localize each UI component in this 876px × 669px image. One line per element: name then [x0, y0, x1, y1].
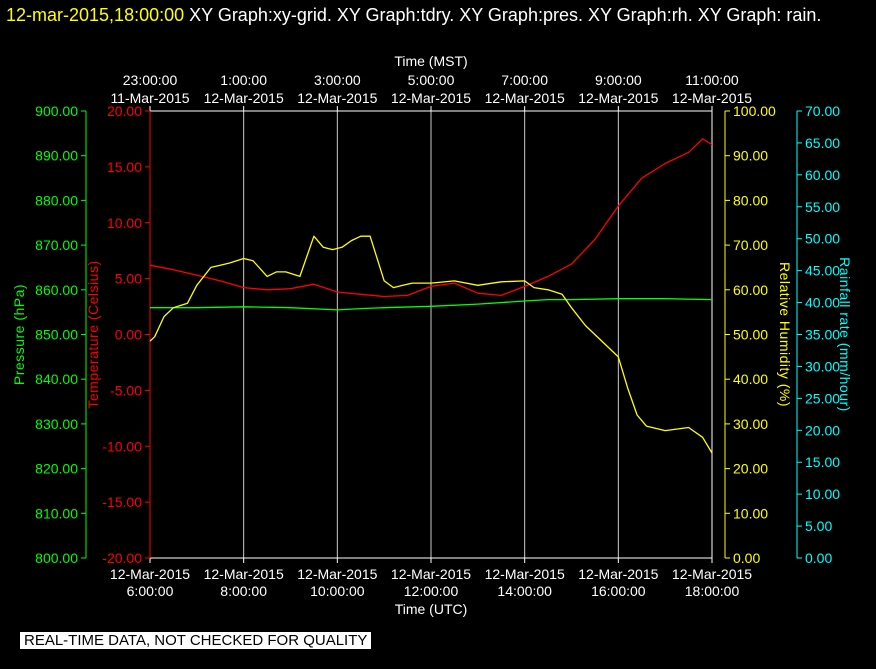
temperature-tick-label: 15.00: [107, 159, 142, 175]
grid-layer: [243, 111, 619, 558]
rainfall-tick-label: 25.00: [805, 390, 840, 406]
x-top-tick-time: 7:00:00: [501, 72, 548, 88]
x-bottom-tick-time: 16:00:00: [591, 583, 646, 599]
x-bottom-tick-time: 18:00:00: [685, 583, 740, 599]
pressure-tick-label: 820.00: [35, 461, 78, 477]
pressure-tick-label: 830.00: [35, 416, 78, 432]
graph-list: XY Graph:xy-grid. XY Graph:tdry. XY Grap…: [184, 5, 822, 25]
pressure-series-line: [150, 298, 713, 311]
temperature-axis-label: Temperature (Celsius): [85, 260, 101, 408]
x-top-tick-date: 12-Mar-2015: [485, 90, 565, 106]
pressure-tick-label: 880.00: [35, 192, 78, 208]
pressure-tick-label: 850.00: [35, 327, 78, 343]
x-bottom-tick-date: 12-Mar-2015: [204, 566, 284, 582]
x-top-tick-date: 12-Mar-2015: [204, 90, 284, 106]
rainfall-tick-label: 35.00: [805, 327, 840, 343]
temperature-tick-label: -20.00: [102, 550, 142, 566]
x-top-tick-date: 12-Mar-2015: [672, 90, 752, 106]
temperature-tick-label: 10.00: [107, 215, 142, 231]
x-top-tick-date: 12-Mar-2015: [297, 90, 377, 106]
pressure-tick-label: 900.00: [35, 103, 78, 119]
humidity-tick-label: 70.00: [733, 237, 768, 253]
x-top-tick-time: 23:00:00: [123, 72, 178, 88]
humidity-tick-label: 80.00: [733, 192, 768, 208]
pressure-tick-label: 810.00: [35, 505, 78, 521]
rainfall-tick-label: 55.00: [805, 199, 840, 215]
x-top-tick-date: 12-Mar-2015: [578, 90, 658, 106]
x-bottom-tick-date: 12-Mar-2015: [391, 566, 471, 582]
x-bottom-tick-time: 8:00:00: [220, 583, 267, 599]
pressure-tick-label: 870.00: [35, 237, 78, 253]
humidity-tick-label: 0.00: [733, 550, 760, 566]
x-bottom-tick-time: 12:00:00: [404, 583, 459, 599]
humidity-tick-label: 100.00: [733, 103, 776, 119]
timestamp: 12-mar-2015,18:00:00: [6, 5, 185, 25]
x-bottom-tick-date: 12-Mar-2015: [297, 566, 377, 582]
temperature-tick-label: -10.00: [102, 438, 142, 454]
pressure-tick-label: 800.00: [35, 550, 78, 566]
humidity-tick-label: 40.00: [733, 371, 768, 387]
x-bottom-tick-date: 12-Mar-2015: [110, 566, 190, 582]
x-top-tick-time: 3:00:00: [314, 72, 361, 88]
pressure-tick-label: 860.00: [35, 282, 78, 298]
x-bottom-tick-date: 12-Mar-2015: [672, 566, 752, 582]
temperature-tick-label: 0.00: [115, 327, 142, 343]
temperature-series-line: [149, 138, 713, 298]
rainfall-tick-label: 65.00: [805, 135, 840, 151]
humidity-series-line: [149, 235, 713, 454]
rainfall-tick-label: 15.00: [805, 454, 840, 470]
rainfall-tick-label: 20.00: [805, 422, 840, 438]
pressure-tick-label: 890.00: [35, 148, 78, 164]
humidity-tick-label: 30.00: [733, 416, 768, 432]
rainfall-tick-label: 40.00: [805, 295, 840, 311]
page-title: 12-mar-2015,18:00:00 XY Graph:xy-grid. X…: [6, 2, 866, 28]
series-layer: [149, 138, 713, 454]
x-top-tick-time: 9:00:00: [595, 72, 642, 88]
x-bottom-tick-time: 6:00:00: [127, 583, 174, 599]
quality-notice: REAL-TIME DATA, NOT CHECKED FOR QUALITY: [20, 632, 372, 649]
rainfall-tick-label: 10.00: [805, 486, 840, 502]
humidity-tick-label: 60.00: [733, 282, 768, 298]
x-top-axis-label: Time (MST): [394, 53, 467, 69]
humidity-tick-label: 50.00: [733, 327, 768, 343]
x-top-tick-date: 11-Mar-2015: [110, 90, 189, 106]
pressure-tick-label: 840.00: [35, 371, 78, 387]
text-layer: 12-Mar-20156:00:0012-Mar-20158:00:0012-M…: [11, 53, 853, 617]
x-top-tick-time: 1:00:00: [220, 72, 267, 88]
x-top-tick-date: 12-Mar-2015: [391, 90, 471, 106]
rainfall-tick-label: 50.00: [805, 231, 840, 247]
x-bottom-tick-date: 12-Mar-2015: [485, 566, 565, 582]
x-bottom-tick-date: 12-Mar-2015: [578, 566, 658, 582]
rainfall-tick-label: 30.00: [805, 358, 840, 374]
x-bottom-tick-time: 14:00:00: [497, 583, 552, 599]
x-bottom-axis-label: Time (UTC): [395, 601, 468, 617]
humidity-tick-label: 10.00: [733, 505, 768, 521]
temperature-tick-label: 5.00: [115, 271, 142, 287]
rainfall-tick-label: 45.00: [805, 263, 840, 279]
rainfall-axis-label: Rainfall rate (mm/hour): [837, 257, 853, 412]
rainfall-tick-label: 70.00: [805, 103, 840, 119]
rainfall-tick-label: 60.00: [805, 167, 840, 183]
humidity-axis-label: Relative Humidity (%): [777, 262, 793, 407]
rainfall-tick-label: 0.00: [805, 550, 832, 566]
axes-layer: [81, 106, 802, 563]
temperature-tick-label: -5.00: [110, 382, 142, 398]
rainfall-tick-label: 5.00: [805, 518, 832, 534]
humidity-tick-label: 20.00: [733, 461, 768, 477]
x-top-tick-time: 11:00:00: [685, 72, 739, 88]
humidity-tick-label: 90.00: [733, 148, 768, 164]
x-bottom-tick-time: 10:00:00: [310, 583, 365, 599]
temperature-tick-label: -15.00: [102, 494, 142, 510]
x-top-tick-time: 5:00:00: [408, 72, 455, 88]
pressure-axis-label: Pressure (hPa): [11, 284, 27, 385]
temperature-tick-label: 20.00: [107, 103, 142, 119]
